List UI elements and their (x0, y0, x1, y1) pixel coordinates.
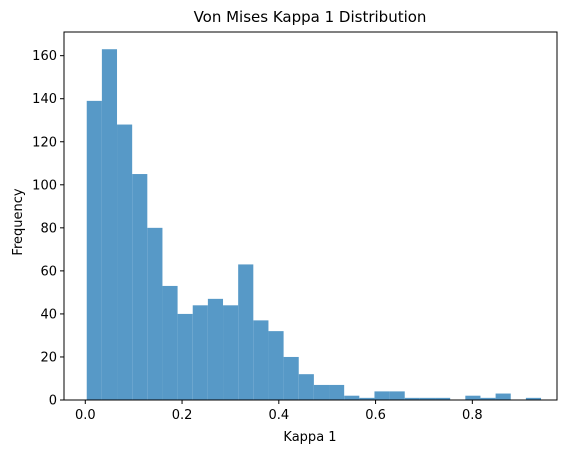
y-tick-label: 40 (40, 307, 57, 322)
histogram-bar (223, 305, 239, 400)
histogram-bar (101, 49, 118, 400)
y-tick-label: 120 (32, 135, 57, 150)
histogram-bar (419, 397, 436, 400)
histogram-bar (238, 264, 254, 400)
histogram-bar (344, 395, 360, 400)
y-tick-label: 20 (40, 350, 57, 365)
histogram-bar (207, 298, 224, 400)
bars-layer (86, 49, 542, 401)
x-tick-label: 0.8 (462, 408, 483, 423)
x-tick-label: 0.6 (365, 408, 386, 423)
y-tick-label: 160 (32, 49, 57, 64)
histogram-bar (313, 384, 330, 400)
histogram-bar (253, 320, 269, 400)
histogram-bar (465, 395, 481, 400)
histogram-bar (162, 285, 178, 400)
histogram-bar (117, 124, 133, 400)
histogram-bar (283, 356, 299, 400)
x-tick-label: 0.0 (75, 408, 96, 423)
histogram-bar (298, 374, 314, 400)
histogram-bar (268, 331, 284, 400)
histogram-bar (404, 397, 420, 400)
y-tick-label: 80 (40, 221, 57, 236)
y-tick-label: 60 (40, 264, 57, 279)
histogram-bar (147, 227, 163, 400)
y-tick-label: 100 (32, 178, 57, 193)
histogram-bar (132, 174, 148, 400)
histogram-bar (86, 100, 102, 401)
x-tick-label: 0.2 (172, 408, 193, 423)
histogram-bar (525, 397, 542, 400)
x-axis-label: Kappa 1 (283, 430, 336, 445)
y-tick-label: 140 (32, 92, 57, 107)
y-tick-label: 0 (49, 394, 57, 409)
histogram-bar (177, 313, 193, 400)
axes-layer: 0.0 0.2 0.4 0.6 0.8 0 20 40 60 80 100 120 140 160 (32, 31, 558, 423)
plot-frame (63, 31, 558, 401)
histogram-bar (374, 391, 390, 400)
histogram-bar (389, 391, 405, 400)
y-axis-label: Frequency (11, 188, 26, 255)
x-tick-label: 0.4 (268, 408, 289, 423)
chart-title: Von Mises Kappa 1 Distribution (194, 8, 427, 26)
histogram-bar (435, 397, 451, 400)
histogram-bar (192, 305, 208, 400)
histogram-bar (480, 397, 496, 400)
histogram-bar (329, 384, 345, 400)
histogram-bar (359, 397, 375, 400)
histogram-bar (495, 393, 511, 400)
